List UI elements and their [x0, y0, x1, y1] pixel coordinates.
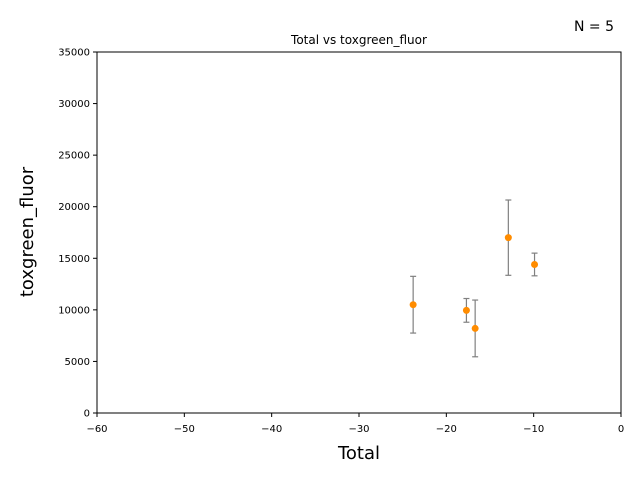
x-tick-label: −30 [348, 424, 369, 435]
x-tick-label: 0 [618, 424, 624, 435]
x-tick-label: −10 [523, 424, 544, 435]
data-point [504, 234, 512, 242]
y-tick-label: 30000 [58, 99, 90, 110]
y-axis-label: toxgreen_fluor [17, 166, 38, 297]
y-tick-label: 0 [84, 409, 90, 420]
x-axis: −60 −50 −40 −30 −20 −10 0 [86, 413, 624, 435]
chart-title: Total vs toxgreen_fluor [290, 33, 427, 47]
y-tick-label: 5000 [65, 357, 90, 368]
data-point [462, 306, 470, 314]
y-tick-label: 10000 [58, 305, 90, 316]
annotation-n: N = 5 [574, 19, 614, 35]
data-points [409, 234, 539, 332]
data-point [409, 301, 417, 309]
y-tick-label: 20000 [58, 202, 90, 213]
error-bars [410, 199, 538, 358]
data-point [531, 260, 539, 268]
plot-area [96, 51, 622, 414]
y-tick-label: 15000 [58, 254, 90, 265]
y-tick-label: 25000 [58, 151, 90, 162]
x-tick-label: −50 [174, 424, 195, 435]
x-tick-label: −40 [261, 424, 282, 435]
x-axis-label: Total [337, 443, 380, 464]
y-axis: 0 5000 10000 15000 20000 25000 30000 35000 [58, 48, 97, 420]
x-tick-label: −60 [86, 424, 107, 435]
y-tick-label: 35000 [58, 48, 90, 59]
x-tick-label: −20 [436, 424, 457, 435]
data-point [471, 324, 479, 332]
